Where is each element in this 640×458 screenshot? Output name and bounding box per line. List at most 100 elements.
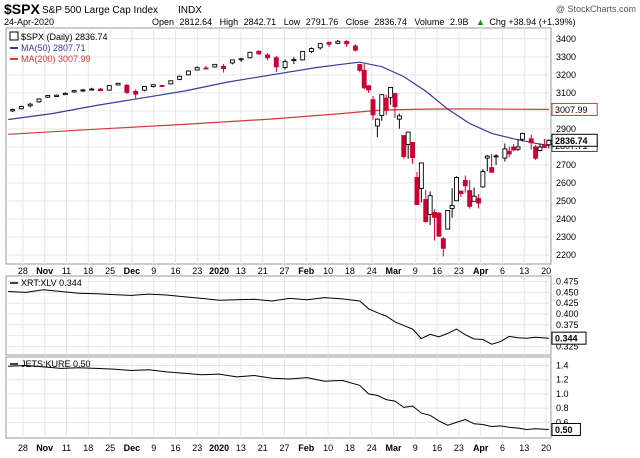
candle-body xyxy=(467,190,473,207)
y-tick-label: 0.450 xyxy=(556,287,579,297)
x-tick-label: 11 xyxy=(62,266,71,276)
ma50-line xyxy=(8,61,549,147)
y-tick-label: 2500 xyxy=(556,196,576,206)
x-tick-label: 13 xyxy=(519,266,529,276)
candle-body xyxy=(480,171,486,188)
candle-body xyxy=(541,144,547,148)
chart-index-name: S&P 500 Large Cap Index xyxy=(42,5,158,16)
candle-body xyxy=(168,80,174,85)
chart-exchange: INDX xyxy=(178,5,202,16)
low-label: Low xyxy=(284,17,301,27)
y-tick-label: 2700 xyxy=(556,160,576,170)
candle-body xyxy=(124,84,130,93)
candle-body xyxy=(484,155,490,159)
candle-body xyxy=(418,162,424,189)
panel-legend: XRT:XLV 0.344 xyxy=(21,278,82,288)
x-tick-label: 25 xyxy=(105,443,115,453)
low-value: 2791.76 xyxy=(306,17,339,27)
candle-body xyxy=(401,135,407,158)
candle-body xyxy=(212,63,218,68)
y-tick-label: 2600 xyxy=(556,178,576,188)
ma200-last-tag: 3007.99 xyxy=(555,105,588,115)
x-tick-label: Feb xyxy=(298,266,315,276)
x-tick-label: 24 xyxy=(367,266,377,276)
jets-kure-panel: 0.6 0.8 1.0 1.2 1.4 JETS:KURE 0.50 xyxy=(5,356,569,439)
close-last-tag: 2836.74 xyxy=(555,136,588,146)
x-tick-label: 27 xyxy=(279,443,289,453)
volume-label: Volume xyxy=(414,17,444,27)
y-tick-label: 2400 xyxy=(556,214,576,224)
x-tick-label: 6 xyxy=(500,266,505,276)
y-tick-label: 3400 xyxy=(556,34,576,44)
open-value: 2812.64 xyxy=(180,17,213,27)
x-tick-label: Apr xyxy=(473,443,489,453)
x-tick-label: 18 xyxy=(345,443,355,453)
candle-body xyxy=(18,106,24,110)
candle-body xyxy=(546,139,552,146)
x-tick-label: 9 xyxy=(151,266,156,276)
y-tick-label: 0.8 xyxy=(556,403,569,413)
y-tick-label: 0.425 xyxy=(556,298,579,308)
candle-body xyxy=(80,89,86,92)
y-tick-label: 2200 xyxy=(556,250,576,260)
candle-body xyxy=(379,94,385,117)
candle-body xyxy=(533,146,539,159)
candle-body xyxy=(265,54,270,59)
x-tick-label: Nov xyxy=(36,443,53,453)
x-tick-label: 23 xyxy=(454,443,464,453)
candle-body xyxy=(141,86,147,91)
candle-body xyxy=(396,115,402,120)
candle-body xyxy=(238,58,244,61)
candle-body xyxy=(291,59,297,61)
y-tick-label: 3200 xyxy=(556,70,576,80)
candle-body xyxy=(335,40,341,44)
candle-body xyxy=(106,85,112,91)
candle-body xyxy=(62,92,68,96)
jets-kure-line xyxy=(8,364,549,431)
candle-body xyxy=(361,69,367,89)
legend-spx: $SPX (Daily) 2836.74 xyxy=(21,32,108,42)
open-label: Open xyxy=(152,17,174,27)
ma200-line xyxy=(8,108,549,135)
candle-body xyxy=(317,43,323,49)
candle-body xyxy=(159,85,165,87)
candle-body xyxy=(71,90,77,93)
candle-body xyxy=(489,167,495,173)
x-tick-label: 23 xyxy=(454,266,464,276)
candle-body xyxy=(462,179,468,187)
candle-body xyxy=(476,197,481,204)
candle-body xyxy=(519,132,525,140)
volume-value: 2.9B xyxy=(450,17,469,27)
x-tick-label: 23 xyxy=(192,443,202,453)
candle-body xyxy=(326,41,332,45)
y-tick-label: 1.2 xyxy=(556,375,569,385)
candle-body xyxy=(150,84,156,87)
x-tick-label: 18 xyxy=(83,266,93,276)
candle-body xyxy=(221,65,227,69)
y-tick-label: 1.4 xyxy=(556,361,569,371)
xrt-xlv-line xyxy=(8,289,549,345)
x-tick-label: 13 xyxy=(519,443,529,453)
x-tick-label: 20 xyxy=(541,443,551,453)
candle-body xyxy=(511,146,517,151)
x-tick-label: 13 xyxy=(236,266,246,276)
stockcharts-watermark: @ StockCharts.com xyxy=(556,4,636,14)
candle-body xyxy=(352,45,358,51)
xrt-xlv-panel: 0.3250.3500.3750.4000.4250.4500.475XRT:X… xyxy=(5,275,579,356)
candle-body xyxy=(432,212,437,218)
candle-body xyxy=(203,67,209,70)
last-value-tag: 0.344 xyxy=(555,334,578,344)
x-tick-label: 28 xyxy=(18,266,28,276)
candle-body xyxy=(471,195,477,202)
candle-body xyxy=(405,131,411,146)
candle-body xyxy=(383,97,389,111)
x-tick-label: Feb xyxy=(298,443,315,453)
x-tick-label: Mar xyxy=(385,266,402,276)
candle-body xyxy=(458,190,464,195)
candle-body xyxy=(445,210,451,230)
x-tick-label: 2020 xyxy=(209,266,229,276)
candle-body xyxy=(374,118,380,127)
ma200-last-tag-box xyxy=(551,102,598,116)
x-tick-label: Dec xyxy=(124,443,141,453)
x-tick-label: 9 xyxy=(413,266,418,276)
